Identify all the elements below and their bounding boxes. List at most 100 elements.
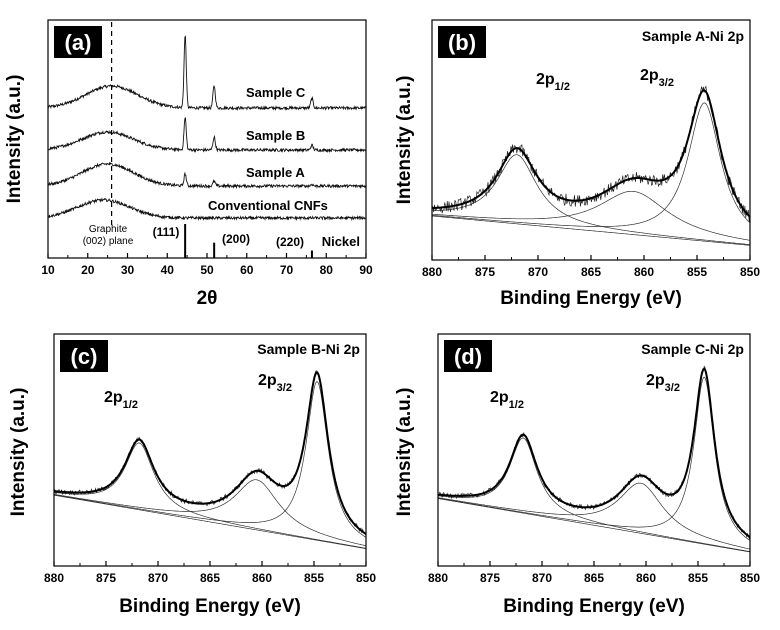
panel-d-fitted-envelope xyxy=(437,367,751,538)
panel-d-plot-frame xyxy=(437,333,751,567)
panel-b-xtick-label-870: 870 xyxy=(528,265,548,279)
panel-d: 880 875 870 865 860 855 850 (d) Sample C-Ni 2p… xyxy=(394,333,760,617)
panel-b-peak-2p12-sub: 1/2 xyxy=(555,81,570,93)
panel-b-experimental-data xyxy=(431,85,751,223)
panel-c-sample-title: Sample B-Ni 2p xyxy=(257,341,360,357)
panel-c-xtick-label-880: 880 xyxy=(44,571,64,585)
panel-c: 880 875 870 865 860 855 850 (c) Sample B-Ni 2p… xyxy=(8,333,376,617)
panel-c-peak-2p32-sub: 3/2 xyxy=(277,382,292,394)
panel-a-x-axis-title: 2θ xyxy=(197,288,218,309)
xrd-series-sample-b xyxy=(47,117,367,154)
panel-d-xtick-label-860: 860 xyxy=(636,571,656,585)
panel-c-fitted-envelope xyxy=(53,371,367,535)
panel-b-xtick-label-865: 865 xyxy=(581,265,601,279)
panel-b: 880 875 870 865 860 855 850 (b) Sample A-Ni 2p… xyxy=(394,19,760,309)
panel-d-letter: (d) xyxy=(454,344,482,369)
panel-d-ticks xyxy=(437,561,751,566)
panel-b-peak-2p32-label: 2p3/2 xyxy=(640,67,674,89)
panel-b-ticklabels: 880 875 870 865 860 855 850 xyxy=(422,265,760,279)
panel-c-xtick-label-870: 870 xyxy=(148,571,168,585)
panel-b-xtick-label-875: 875 xyxy=(475,265,495,279)
panel-c-peak-2p32-label: 2p3/2 xyxy=(258,372,292,394)
panel-d-xtick-label-870: 870 xyxy=(532,571,552,585)
panel-b-xtick-label-850: 850 xyxy=(740,265,760,279)
panel-b-component-2p12 xyxy=(432,154,751,245)
panel-d-peak-2p32-main: 2p xyxy=(646,372,665,389)
panel-b-peak-2p32-main: 2p xyxy=(640,67,659,84)
panel-b-component-satellite xyxy=(432,190,751,241)
panel-a-y-axis-title: Intensity (a.u.) xyxy=(4,75,25,204)
panel-a-ticklabels: 10 20 30 40 50 60 70 80 90 xyxy=(41,263,373,277)
panel-c-curves xyxy=(53,369,367,549)
xrd-series-sample-a xyxy=(47,161,367,190)
panel-c-xtick-label-865: 865 xyxy=(200,571,220,585)
panel-d-y-axis-title: Intensity (a.u.) xyxy=(394,388,415,517)
panel-d-peak-2p12-main: 2p xyxy=(490,389,509,406)
panel-d-peak-2p12-label: 2p1/2 xyxy=(490,389,524,411)
panel-b-fitted-envelope xyxy=(432,89,751,218)
panel-b-xtick-label-855: 855 xyxy=(687,265,707,279)
panel-c-ticklabels: 880 875 870 865 860 855 850 xyxy=(44,571,376,585)
panel-a-xtick-label-40: 40 xyxy=(161,263,175,277)
panel-d-component-satellite xyxy=(437,482,751,550)
series-label-sample-a: Sample A xyxy=(246,165,305,180)
panel-a-xtick-label-60: 60 xyxy=(240,263,254,277)
panel-d-x-axis-title: Binding Energy (eV) xyxy=(503,596,685,617)
panel-a: 10 20 30 40 50 60 70 80 90 (a) Intensity (a.u.) … xyxy=(4,19,373,309)
panel-a-xtick-label-50: 50 xyxy=(200,263,214,277)
panel-b-xtick-label-860: 860 xyxy=(634,265,654,279)
panel-b-peak-2p12-main: 2p xyxy=(536,71,555,88)
panel-d-component-2p32 xyxy=(437,376,751,541)
panel-d-background-line xyxy=(437,498,751,553)
panel-c-xtick-label-860: 860 xyxy=(252,571,272,585)
panel-d-xtick-label-855: 855 xyxy=(688,571,708,585)
panel-a-xtick-label-20: 20 xyxy=(81,263,95,277)
panel-c-peak-2p32-main: 2p xyxy=(258,372,277,389)
panel-c-plot-frame xyxy=(53,333,367,567)
panel-c-peak-2p12-label: 2p1/2 xyxy=(104,389,138,411)
panel-b-y-axis-title: Intensity (a.u.) xyxy=(394,76,415,205)
panel-c-component-2p32 xyxy=(53,381,367,538)
panel-b-peak-2p32-sub: 3/2 xyxy=(659,77,674,89)
panel-d-component-2p12 xyxy=(437,437,751,552)
xrd-series-sample-c xyxy=(47,35,366,112)
graphite-plane-label: (002) plane xyxy=(83,236,134,247)
panel-b-x-axis-title: Binding Energy (eV) xyxy=(500,288,682,309)
hkl-label-200: (200) xyxy=(222,232,250,246)
panel-a-letter: (a) xyxy=(65,30,92,55)
panel-b-xtick-label-880: 880 xyxy=(422,265,442,279)
panel-a-xtick-label-10: 10 xyxy=(41,263,55,277)
hkl-label-111: (111) xyxy=(153,225,180,239)
panel-c-experimental-data xyxy=(53,369,367,537)
panel-c-peak-2p12-sub: 1/2 xyxy=(123,399,138,411)
hkl-label-220: (220) xyxy=(276,235,304,249)
panel-a-xtick-label-30: 30 xyxy=(121,263,135,277)
panel-b-ticks xyxy=(431,255,751,260)
panel-b-component-2p32 xyxy=(431,102,751,227)
panel-c-xtick-label-855: 855 xyxy=(304,571,324,585)
xrd-series-conventional-cnfs xyxy=(47,197,366,222)
panel-a-letter-box xyxy=(54,26,102,58)
panel-d-xtick-label-850: 850 xyxy=(740,571,760,585)
panel-a-xtick-label-70: 70 xyxy=(280,263,294,277)
panel-d-ticklabels: 880 875 870 865 860 855 850 xyxy=(428,571,760,585)
panel-d-curves xyxy=(437,365,751,553)
panel-c-xtick-label-875: 875 xyxy=(96,571,116,585)
panel-c-ticks xyxy=(53,561,367,566)
series-label-sample-b: Sample B xyxy=(246,128,305,143)
panel-d-xtick-label-880: 880 xyxy=(428,571,448,585)
panel-b-plot-frame xyxy=(431,19,751,261)
panel-d-letter-box xyxy=(444,340,492,372)
panel-d-xtick-label-865: 865 xyxy=(584,571,604,585)
graphite-label: Graphite xyxy=(89,224,128,235)
panel-b-sample-title: Sample A-Ni 2p xyxy=(642,28,744,44)
panel-c-x-axis-title: Binding Energy (eV) xyxy=(119,596,301,617)
panel-d-peak-2p12-sub: 1/2 xyxy=(509,399,524,411)
panel-d-peak-2p32-label: 2p3/2 xyxy=(646,372,680,394)
panel-c-component-satellite xyxy=(53,479,367,547)
panel-a-ticks xyxy=(47,253,367,258)
panel-a-plot-frame xyxy=(47,19,367,259)
panel-c-background-line xyxy=(53,494,367,549)
panel-c-peak-2p12-main: 2p xyxy=(104,389,123,406)
